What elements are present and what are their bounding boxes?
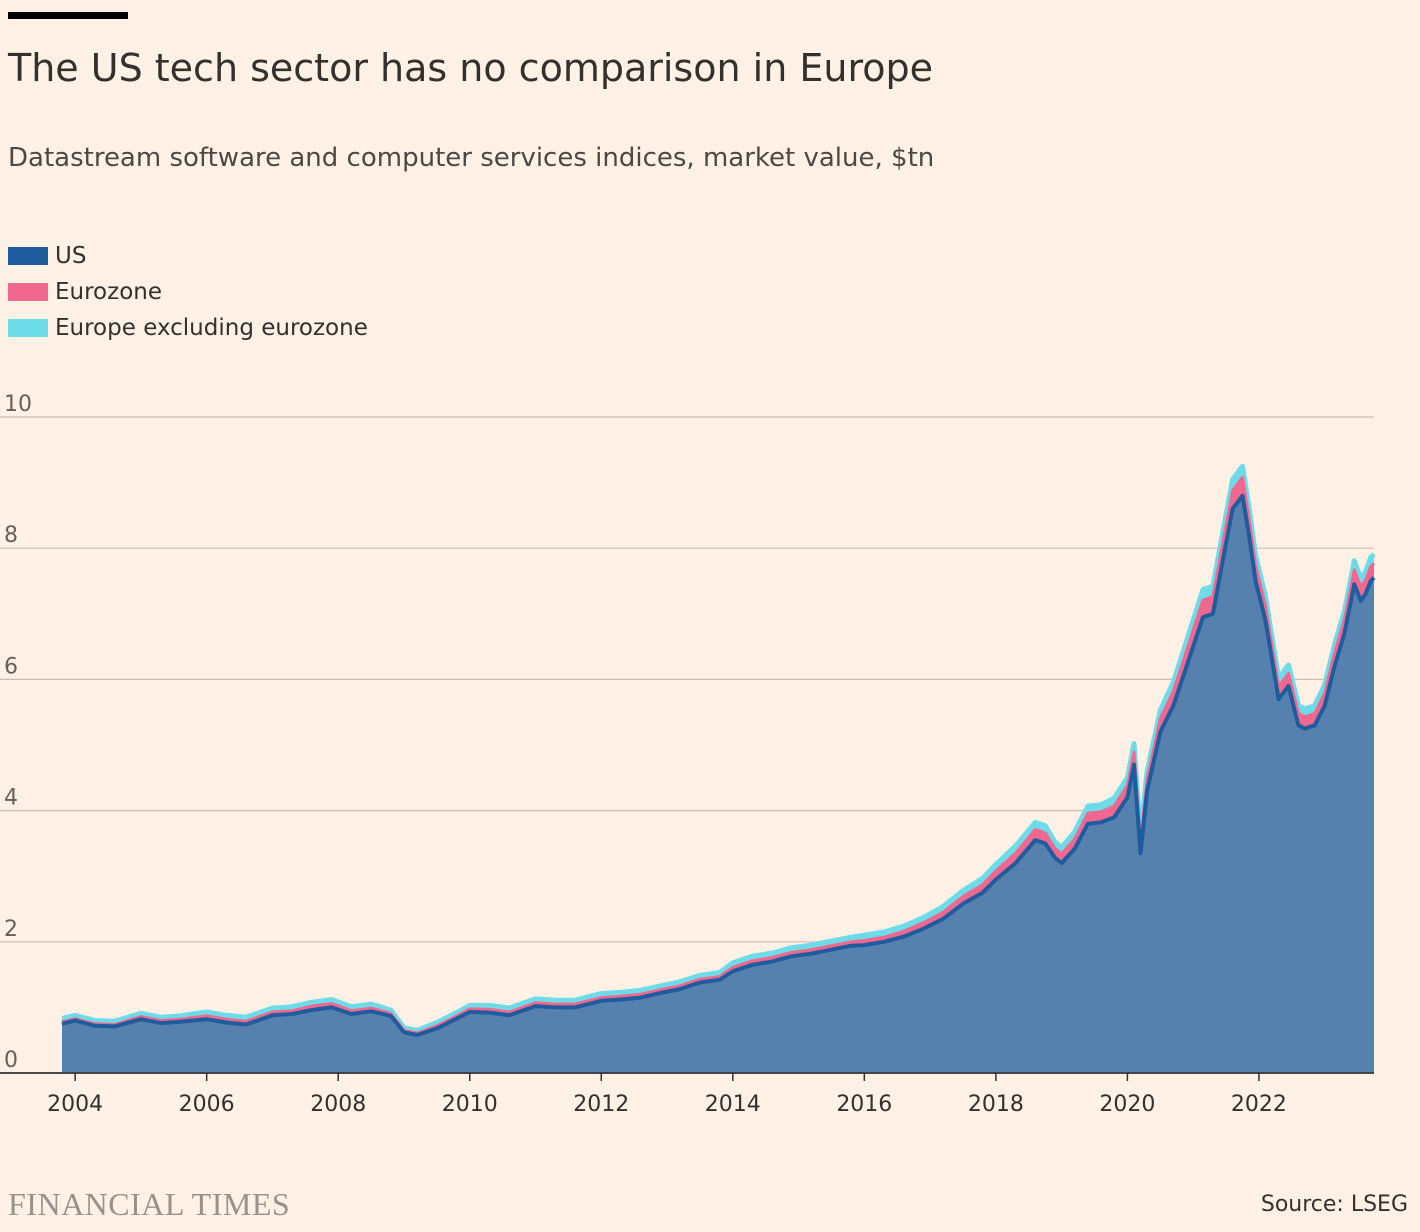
- line-eurozone-top: [61, 475, 1376, 1035]
- legend-item-europe-ex-eurozone: Europe excluding eurozone: [8, 310, 368, 346]
- legend-swatch-europe-ex-eurozone: [8, 319, 48, 337]
- x-tick-label-2008: 2008: [310, 1092, 366, 1117]
- legend-item-us: US: [8, 238, 368, 274]
- legend-swatch-us: [8, 247, 48, 265]
- y-tick-label-8: 8: [4, 523, 18, 548]
- x-tick-label-2018: 2018: [968, 1092, 1024, 1117]
- ft-accent-bar: [8, 12, 128, 19]
- x-tick-label-2020: 2020: [1099, 1092, 1155, 1117]
- y-tick-label-0: 0: [4, 1048, 18, 1073]
- stacked-area-chart: 0 2 4 6 8 10 2004 2006 2008 2010 2012 2014 2016 2018 2…: [0, 392, 1376, 1117]
- chart-subtitle: Datastream software and computer service…: [8, 143, 935, 173]
- legend-swatch-eurozone: [8, 283, 48, 301]
- legend-label-us: US: [55, 243, 87, 269]
- y-tick-label-10: 10: [4, 392, 32, 417]
- legend-item-eurozone: Eurozone: [8, 274, 368, 310]
- legend-label-eurozone: Eurozone: [55, 279, 163, 305]
- x-tick-label-2016: 2016: [836, 1092, 892, 1117]
- area-us: [62, 495, 1374, 1073]
- legend-label-europe-ex-eurozone: Europe excluding eurozone: [55, 315, 368, 341]
- y-tick-label-4: 4: [4, 786, 18, 811]
- x-tick-label-2014: 2014: [705, 1092, 761, 1117]
- line-us-top: [61, 493, 1376, 1037]
- x-tick-label-2006: 2006: [179, 1092, 235, 1117]
- y-tick-label-6: 6: [4, 654, 18, 679]
- x-tick-label-2012: 2012: [573, 1092, 629, 1117]
- source-note: Source: LSEG: [1260, 1192, 1408, 1217]
- chart-title: The US tech sector has no comparison in …: [8, 46, 933, 90]
- x-tick-label-2010: 2010: [442, 1092, 498, 1117]
- x-tick-label-2022: 2022: [1231, 1092, 1287, 1117]
- x-tick-label-2004: 2004: [47, 1092, 103, 1117]
- ft-brand-logo: FINANCIAL TIMES: [8, 1186, 291, 1222]
- y-tick-label-2: 2: [4, 917, 18, 942]
- legend: US Eurozone Europe excluding eurozone: [8, 238, 368, 346]
